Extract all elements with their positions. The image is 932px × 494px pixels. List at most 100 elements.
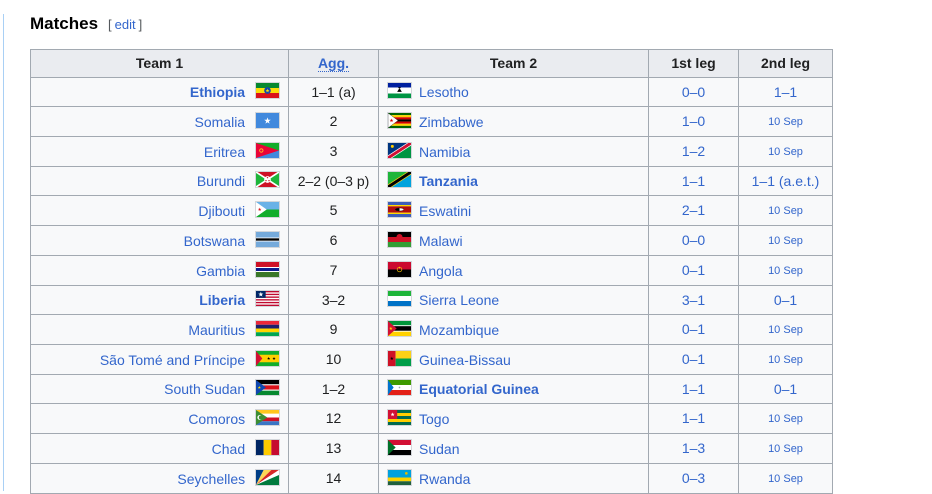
team2-link[interactable]: Equatorial Guinea [419,381,539,397]
matches-table: Team 1 Agg. Team 2 1st leg 2nd leg Ethio… [30,49,833,494]
flag-liberia-icon [255,290,280,307]
content-area-left-border [3,14,4,491]
leg2-score-link[interactable]: 0–1 [773,291,798,308]
team2-link[interactable]: Lesotho [419,84,469,100]
leg1-cell: 1–1 [648,374,739,404]
agg-cell: 1–1 (a) [288,77,379,107]
agg-cell: 12 [288,403,379,434]
flag-angola-icon [387,260,412,278]
team2-cell: Zimbabwe [378,106,649,137]
team2-link[interactable]: Togo [419,410,450,427]
leg1-score-link[interactable]: 1–0 [681,113,706,129]
team1-cell: São Tomé and Príncipe [30,344,289,375]
leg1-score-link[interactable]: 0–0 [681,83,706,100]
team1-link[interactable]: Liberia [199,292,246,308]
match-row: Gambia 7 Angola 0–1 10 Sep [30,255,833,286]
leg1-score-link[interactable]: 1–1 [681,172,706,189]
leg1-cell: 1–2 [648,136,739,167]
team1-cell: Botswana [30,225,289,256]
leg1-cell: 0–0 [648,225,739,256]
leg1-score-link[interactable]: 0–3 [681,470,706,486]
team2-cell: Angola [378,255,649,286]
team1-link[interactable]: Ethiopia [189,84,246,100]
leg1-score-link[interactable]: 1–2 [681,143,706,159]
flag-sudan-icon [387,438,412,456]
leg1-score-link[interactable]: 1–1 [681,410,706,426]
leg2-cell: 10 Sep [738,403,833,434]
team1-link[interactable]: Gambia [196,262,246,279]
team1-cell: Liberia [30,285,289,315]
leg1-score-link[interactable]: 2–1 [681,202,706,218]
flag-malawi-icon [387,230,412,248]
team1-cell: Eritrea [30,136,289,167]
team2-link[interactable]: Guinea-Bissau [419,351,511,368]
team1-link[interactable]: São Tomé and Príncipe [99,351,246,368]
leg1-score-link[interactable]: 0–1 [681,351,706,367]
team2-cell: Malawi [378,225,649,256]
team2-link[interactable]: Mozambique [419,321,500,338]
section-edit: [edit] [108,17,142,32]
match-row: Somalia 2 Zimbabwe 1–0 10 Sep [30,106,833,137]
leg2-date-link[interactable]: 10 Sep [768,235,803,247]
leg2-score-link[interactable]: 1–1 (a.e.t.) [751,172,820,189]
match-row: Ethiopia 1–1 (a) Lesotho 0–0 1–1 [30,77,833,107]
edit-link[interactable]: edit [114,17,136,32]
team1-link[interactable]: Djibouti [198,202,246,219]
leg1-cell: 3–1 [648,285,739,315]
agg-abbr-link[interactable]: Agg. [317,55,350,72]
match-row: Mauritius 9 Mozambique 0–1 10 Sep [30,314,833,345]
leg1-score-link[interactable]: 3–1 [681,291,706,308]
team2-link[interactable]: Malawi [419,232,463,249]
team1-link[interactable]: Eritrea [203,143,246,160]
team2-link[interactable]: Angola [419,262,463,279]
team1-link[interactable]: Comoros [188,410,246,427]
leg2-date-link[interactable]: 10 Sep [768,265,803,277]
team1-link[interactable]: Botswana [183,232,246,249]
team2-link[interactable]: Sudan [419,440,460,457]
leg2-cell: 10 Sep [738,463,833,494]
team2-link[interactable]: Sierra Leone [419,292,500,308]
team2-link[interactable]: Tanzania [419,173,478,189]
flag-somalia-icon [255,111,280,129]
team1-cell: Seychelles [30,463,289,494]
leg2-date-link[interactable]: 10 Sep [768,324,803,336]
team2-cell: Tanzania [378,166,649,196]
team1-cell: Comoros [30,403,289,434]
flag-eritrea-icon [255,141,280,159]
leg1-score-link[interactable]: 0–1 [681,262,706,278]
leg2-score-link[interactable]: 1–1 [773,83,798,100]
team1-link[interactable]: Seychelles [177,470,246,487]
table-header-row: Team 1 Agg. Team 2 1st leg 2nd leg [30,49,833,78]
team2-cell: Guinea-Bissau [378,344,649,375]
leg2-date-link[interactable]: 10 Sep [768,205,803,217]
leg2-date-link[interactable]: 10 Sep [768,146,803,158]
leg2-date-link[interactable]: 10 Sep [768,413,803,425]
column-header-agg: Agg. [288,49,379,78]
team2-link[interactable]: Zimbabwe [419,113,484,130]
leg1-score-link[interactable]: 0–1 [681,321,706,337]
leg2-date-link[interactable]: 10 Sep [768,354,803,366]
team2-link[interactable]: Rwanda [419,470,471,487]
leg1-score-link[interactable]: 1–3 [681,440,706,456]
leg1-score-link[interactable]: 1–1 [681,380,706,397]
agg-cell: 14 [288,463,379,494]
team1-link[interactable]: Chad [211,440,246,457]
team1-link[interactable]: Burundi [196,173,246,189]
team1-link[interactable]: Mauritius [188,321,246,338]
match-row: Liberia 3–2 Sierra Leone 3–1 0–1 [30,285,833,315]
team2-link[interactable]: Eswatini [419,202,472,219]
agg-cell: 3 [288,136,379,167]
flag-guinea-bissau-icon [387,349,412,367]
leg2-score-link[interactable]: 0–1 [773,380,798,397]
team1-cell: Somalia [30,106,289,137]
team2-cell: Rwanda [378,463,649,494]
team2-link[interactable]: Namibia [419,143,471,160]
team1-cell: South Sudan [30,374,289,404]
team1-link[interactable]: South Sudan [164,381,246,397]
leg2-date-link[interactable]: 10 Sep [768,443,803,455]
leg2-date-link[interactable]: 10 Sep [768,116,803,128]
team1-link[interactable]: Somalia [194,113,246,130]
leg2-date-link[interactable]: 10 Sep [768,473,803,485]
leg1-score-link[interactable]: 0–0 [681,232,706,248]
team2-cell: Mozambique [378,314,649,345]
